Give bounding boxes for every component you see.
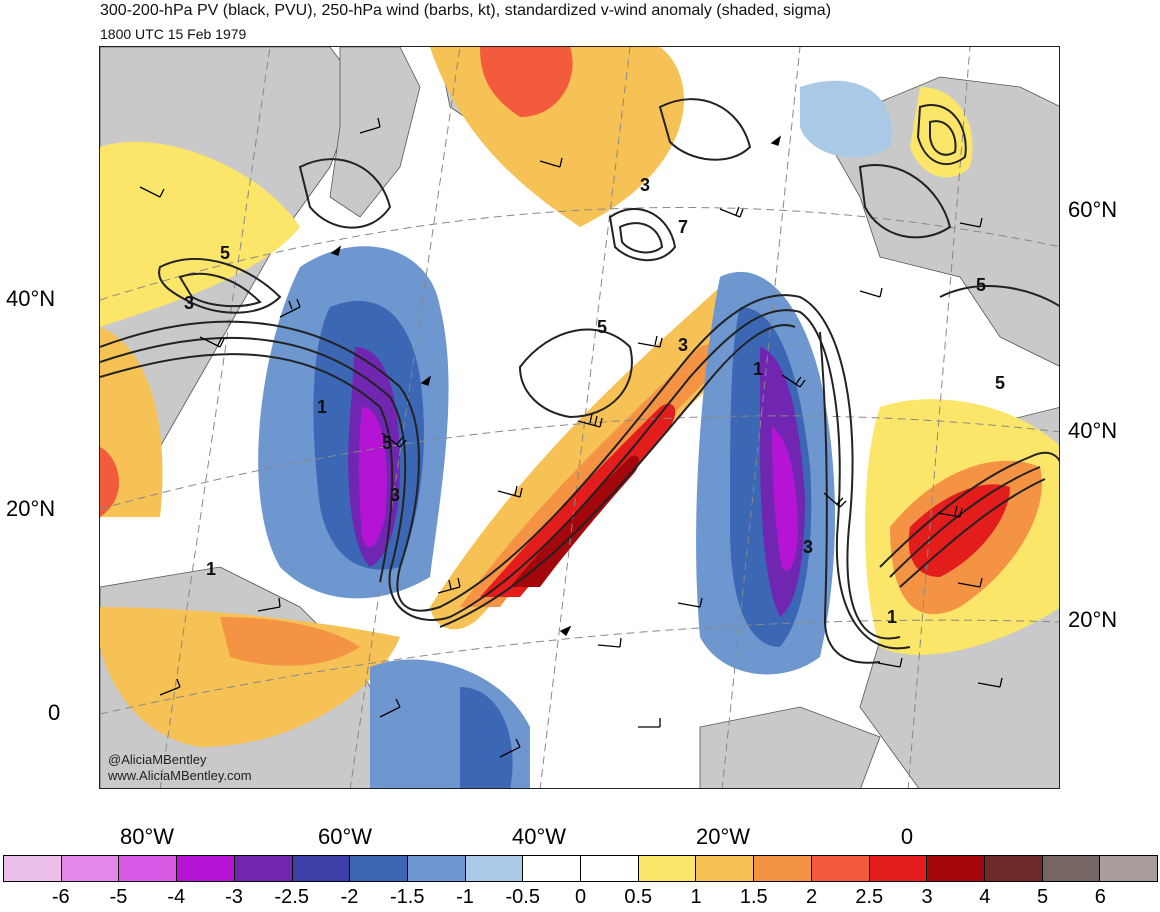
lat-label-left: 20°N <box>6 496 56 521</box>
credit-website: www.AliciaMBentley.com <box>108 768 252 783</box>
contour-label: 7 <box>678 217 689 237</box>
contour-label: 5 <box>382 433 393 453</box>
colorbar-tick-label: -1.5 <box>390 886 425 908</box>
contour-label: 3 <box>803 537 814 557</box>
colorbar-swatch <box>811 856 870 881</box>
lon-label: 60°W <box>317 824 373 849</box>
colorbar-tick-label: 0 <box>574 886 587 908</box>
colorbar-swatch <box>1042 856 1101 881</box>
lat-label-right: 40°N <box>1068 418 1118 443</box>
lat-label-right: 20°N <box>1068 607 1118 632</box>
colorbar-swatch <box>927 856 985 881</box>
wind-barbs <box>139 117 1003 758</box>
colorbar-tick-label: 2.5 <box>855 886 884 908</box>
colorbar-tick-label: 4 <box>979 886 991 908</box>
contour-label: 5 <box>597 317 608 337</box>
contour-label: 5 <box>220 243 231 263</box>
lat-label-left: 40°N <box>6 286 56 311</box>
contour-label: 3 <box>184 293 195 313</box>
anomaly-shading <box>100 47 1059 788</box>
colorbar-swatch <box>754 856 812 881</box>
colorbar-tick-label: -1 <box>456 886 474 908</box>
map-canvas <box>100 47 1059 788</box>
colorbar-swatch <box>234 856 293 881</box>
colorbar-swatch <box>407 856 466 881</box>
colorbar-tick-label: 2 <box>805 886 818 908</box>
map-panel: 5 3 1 5 3 5 3 7 3 5 1 1 3 5 1 <box>99 46 1060 789</box>
colorbar-swatch <box>1100 856 1158 881</box>
lon-label: 80°W <box>119 824 175 849</box>
contour-label: 3 <box>640 175 651 195</box>
lon-label: 40°W <box>511 824 567 849</box>
contour-label: 5 <box>995 373 1006 393</box>
contour-label: 5 <box>976 275 987 295</box>
colorbar-swatch <box>292 856 351 881</box>
contour-label: 3 <box>390 485 401 505</box>
colorbar-tick-label: 0.5 <box>624 886 653 908</box>
colorbar-tick-label: -2.5 <box>274 886 309 908</box>
colorbar-swatch <box>61 856 120 881</box>
lon-label: 20°W <box>695 824 751 849</box>
colorbar-tick-label: 1.5 <box>739 886 768 908</box>
colorbar-tick-label: -2 <box>340 886 359 908</box>
lat-label-right: 60°N <box>1068 197 1118 222</box>
lon-label: 0 <box>900 824 914 849</box>
contour-label: 1 <box>317 397 328 417</box>
colorbar-tick-label: -5 <box>109 886 128 908</box>
colorbar-tick-label: 1 <box>690 886 702 908</box>
colorbar-swatch <box>350 856 408 881</box>
colorbar-swatch <box>523 856 582 881</box>
colorbar-swatch <box>465 856 524 881</box>
contour-label: 1 <box>887 607 898 627</box>
colorbar-swatch <box>119 856 178 881</box>
lat-label-left: 0 <box>48 700 61 725</box>
lat-lon-grid <box>100 47 1059 788</box>
colorbar-tick-label: 6 <box>1094 886 1106 908</box>
colorbar-swatch <box>177 856 235 881</box>
chart-subtitle: 1800 UTC 15 Feb 1979 <box>100 26 247 42</box>
colorbar-swatch <box>4 856 62 881</box>
colorbar-swatch <box>638 856 697 881</box>
contour-label: 1 <box>206 559 217 579</box>
colorbar-tick-label: -4 <box>167 886 186 908</box>
colorbar-swatch <box>869 856 928 881</box>
colorbar-swatch <box>984 856 1043 881</box>
chart-title: 300-200-hPa PV (black, PVU), 250-hPa win… <box>100 2 832 19</box>
colorbar-tick-label: -3 <box>225 886 243 908</box>
colorbar-swatch <box>696 856 755 881</box>
credit-handle: @AliciaMBentley <box>108 752 207 767</box>
colorbar-tick-label: -6 <box>51 886 70 908</box>
colorbar <box>3 855 1158 882</box>
colorbar-swatch <box>581 856 639 881</box>
contour-label: 3 <box>678 335 689 355</box>
colorbar-tick-label: -0.5 <box>505 886 540 908</box>
colorbar-tick-label: 3 <box>921 886 933 908</box>
contour-label: 1 <box>753 359 764 379</box>
colorbar-tick-label: 5 <box>1036 886 1049 908</box>
pv-contours <box>100 98 1059 664</box>
